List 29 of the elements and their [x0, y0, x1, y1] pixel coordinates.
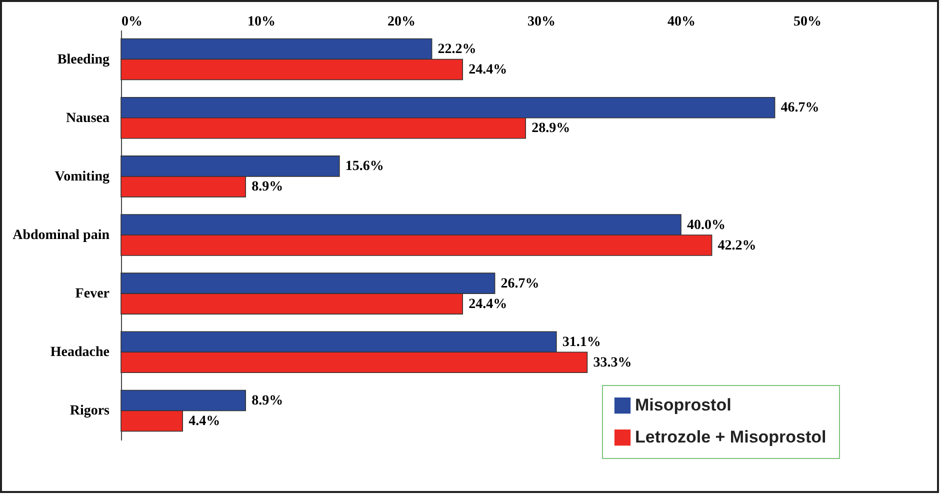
y-tick-label: Bleeding [57, 52, 110, 68]
x-tick-label: 0% [122, 14, 142, 30]
x-tick-label: 40% [668, 14, 696, 30]
y-tick-label: Vomiting [54, 169, 110, 184]
x-tick-label: 50% [794, 14, 822, 30]
data-label: 28.9% [532, 121, 570, 136]
data-label: 8.9% [252, 180, 284, 195]
data-label: 4.4% [188, 414, 220, 429]
data-label: 24.4% [468, 296, 508, 312]
x-tick-label: 30% [528, 14, 556, 30]
x-tick-label: 10% [248, 14, 276, 30]
y-tick-label: Headache [50, 345, 110, 360]
legend-label: Misoprostol [635, 396, 732, 414]
y-tick-label: Abdominal pain [12, 228, 110, 243]
data-label: 8.9% [252, 393, 284, 408]
data-label: 40.0% [687, 218, 726, 233]
y-tick-label: Rigors [70, 404, 110, 419]
data-label: 24.4% [468, 62, 508, 78]
data-label: 15.6% [345, 159, 384, 174]
data-label: 26.7% [500, 276, 540, 292]
data-label: 42.2% [718, 238, 756, 254]
data-label: 46.7% [780, 100, 820, 116]
data-label: 33.3% [593, 355, 632, 370]
y-tick-label: Fever [75, 286, 110, 302]
legend-label: Letrozole + Misoprostol [635, 428, 826, 446]
x-tick-label: 20% [388, 14, 416, 30]
data-label: 31.1% [562, 334, 601, 350]
y-tick-label: Nausea [66, 110, 110, 126]
data-label: 22.2% [438, 42, 476, 58]
